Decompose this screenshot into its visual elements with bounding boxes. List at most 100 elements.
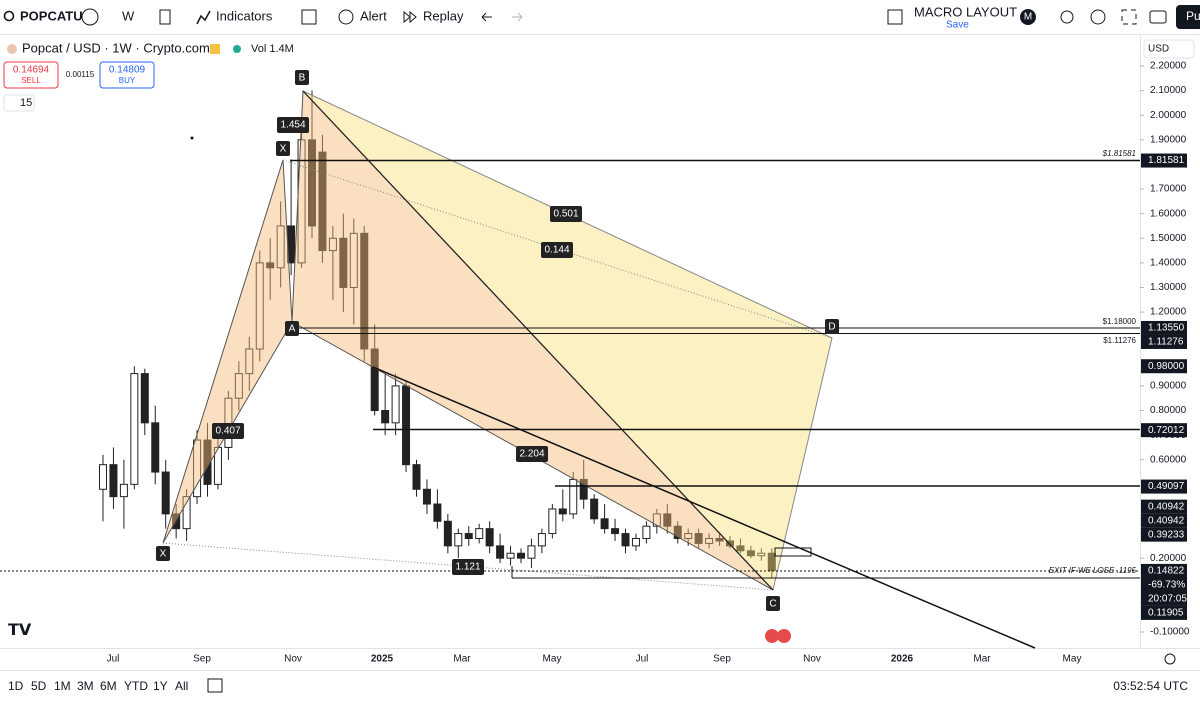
settings[interactable]: [1090, 9, 1106, 25]
candle-body: [757, 552, 766, 557]
point-label: A: [289, 324, 296, 335]
search-icon[interactable]: [3, 10, 15, 22]
candle-body: [705, 537, 714, 544]
replay[interactable]: Replay: [423, 8, 464, 23]
chart-type[interactable]: [159, 9, 171, 25]
candle-body: [318, 151, 327, 252]
templates[interactable]: [301, 9, 317, 25]
candle-body: [266, 262, 275, 269]
candle-body: [255, 262, 264, 350]
axis-settings[interactable]: [1164, 653, 1176, 665]
legend-title: Popcat / USD · 1W · Crypto.com: [22, 40, 210, 55]
event-icon[interactable]: [765, 629, 779, 643]
indicators[interactable]: Indicators: [216, 8, 273, 23]
range-button[interactable]: 1M: [54, 679, 71, 693]
range-button[interactable]: 1D: [8, 679, 24, 693]
range-button[interactable]: YTD: [124, 679, 148, 693]
candle-body: [558, 508, 567, 515]
candle-body: [663, 513, 672, 527]
candle-body: [193, 439, 202, 498]
indicators-toggle[interactable]: [3, 94, 35, 112]
price-label-text: 0.39233: [1148, 529, 1185, 540]
candle-body: [433, 503, 442, 522]
avatar[interactable]: [1020, 9, 1036, 25]
y-tick-label: 1.40000: [1150, 258, 1187, 269]
candle-body: [715, 537, 724, 542]
sell-price: 0.14694: [13, 65, 50, 76]
candle-body: [746, 550, 755, 557]
y-tick-label: 1.70000: [1150, 184, 1187, 195]
currency-box[interactable]: [1143, 39, 1195, 59]
range-bar: 1D 5D 1M 3M 6M YTD 1Y All: [8, 679, 188, 693]
candle-body: [234, 373, 243, 399]
range-button[interactable]: 5D: [31, 679, 47, 693]
trend-line: [372, 366, 1036, 649]
price-label: [1141, 499, 1187, 514]
tv-logo: 𝗧𝗩: [8, 622, 32, 639]
candle-body: [590, 498, 599, 520]
candle-body: [224, 397, 233, 448]
harmonic-pattern: [162, 89, 833, 592]
price-label: [1141, 563, 1187, 606]
snapshot[interactable]: [1149, 10, 1167, 24]
date-range[interactable]: [207, 678, 223, 693]
candle-body: [109, 464, 118, 498]
x-tick-label: 2026: [891, 654, 914, 665]
price-label: [1141, 605, 1187, 620]
x-tick-label: Sep: [193, 654, 211, 665]
buy-button[interactable]: [99, 61, 155, 89]
price-label-sub: -69.73%: [1148, 580, 1185, 591]
publish-button[interactable]: [1176, 5, 1200, 29]
price-label-text: 0.40942: [1148, 515, 1185, 526]
price-label: [1141, 423, 1187, 438]
candle-body: [475, 528, 484, 539]
candle-body: [527, 545, 536, 559]
candle-body: [328, 237, 337, 252]
sell-button[interactable]: [3, 61, 59, 89]
add-symbol[interactable]: [81, 8, 99, 26]
candle-body: [548, 508, 557, 535]
candle-body: [726, 540, 734, 547]
price-label-text: 1.13550: [1148, 323, 1185, 334]
quick-search[interactable]: [1060, 10, 1074, 24]
range-button[interactable]: 3M: [77, 679, 94, 693]
candle-body: [631, 537, 640, 547]
level-note: $1.81581: [1102, 149, 1136, 158]
candle-body: [151, 422, 160, 473]
x-tick-label: Jul: [107, 654, 120, 665]
y-tick-label: 1.30000: [1150, 282, 1187, 293]
candle-body: [119, 483, 128, 498]
point-label: X: [160, 549, 167, 560]
y-tick-label: 0.60000: [1150, 454, 1187, 465]
x-tick-label: Sep: [713, 654, 731, 665]
clock: 03:52:54 UTC: [1113, 679, 1188, 693]
range-button[interactable]: All: [175, 679, 188, 693]
symbol[interactable]: POPCATU: [20, 8, 83, 23]
leg: [302, 90, 774, 591]
level-note: $1.11276: [1103, 336, 1136, 345]
ratio-label: 1.454: [280, 120, 305, 131]
x-tick-label: Jul: [636, 654, 649, 665]
event-icon[interactable]: [777, 629, 791, 643]
redo[interactable]: [512, 12, 523, 22]
range-button[interactable]: 6M: [100, 679, 117, 693]
interval[interactable]: W: [122, 8, 135, 23]
point-label: C: [769, 599, 776, 610]
y-tick-label: 2.20000: [1150, 61, 1187, 72]
point-label: X: [280, 144, 287, 155]
save[interactable]: Save: [946, 20, 969, 31]
alert[interactable]: Alert: [360, 8, 387, 23]
candle-body: [454, 533, 463, 547]
candle-body: [537, 533, 546, 547]
box: [774, 547, 812, 557]
range-button[interactable]: 1Y: [153, 679, 168, 693]
candle-body: [245, 348, 254, 375]
candle-body: [600, 518, 609, 530]
layout-name[interactable]: MACRO LAYOUT: [914, 4, 1017, 19]
fullscreen[interactable]: [1121, 9, 1137, 25]
undo[interactable]: [481, 12, 492, 22]
candle-body: [339, 237, 348, 288]
buy-price: 0.14809: [109, 65, 146, 76]
x-tick-label: May: [1063, 654, 1082, 665]
